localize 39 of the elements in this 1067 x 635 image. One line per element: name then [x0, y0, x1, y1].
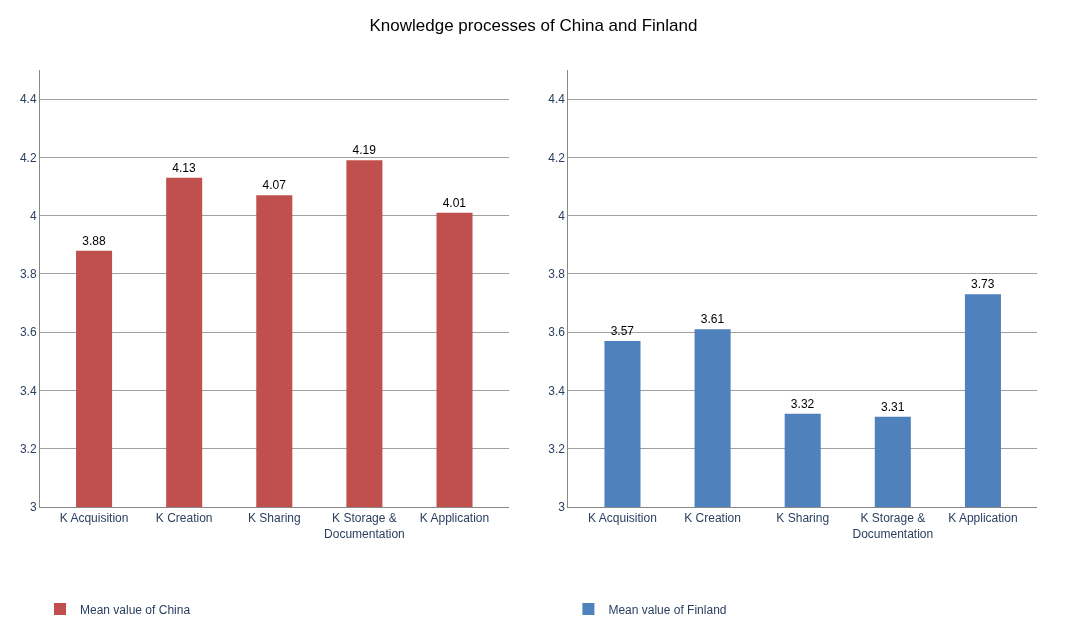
y-tick-label: 3.8	[19, 267, 37, 282]
x-tick-label: K Creation	[155, 511, 213, 526]
x-tick-label: K Application	[948, 511, 1018, 526]
data-label: 3.88	[82, 233, 106, 248]
y-tick-label: 3.6	[548, 325, 566, 340]
y-tick-label: 4	[558, 208, 566, 223]
chart-title: Knowledge processes of China and Finland	[369, 15, 698, 35]
y-tick-label: 3.2	[548, 441, 566, 456]
y-tick-label: 3.4	[548, 383, 566, 398]
y-tick-label: 3.8	[548, 267, 566, 282]
y-tick-label: 4.4	[548, 92, 566, 107]
y-tick-label: 4.4	[19, 92, 37, 107]
x-tick-label: K Acquisition	[59, 511, 129, 526]
data-label: 4.07	[262, 178, 287, 193]
legend-label: Mean value of Finland	[608, 602, 727, 617]
y-tick-label: 3	[558, 500, 566, 515]
data-label: 3.73	[971, 277, 995, 292]
data-label: 4.01	[442, 195, 467, 210]
data-label: 4.19	[352, 143, 377, 158]
data-label: 3.57	[610, 323, 635, 338]
x-tick-label: K Application	[419, 511, 490, 526]
x-tick-label: K Acquisition	[588, 511, 657, 526]
data-label: 4.13	[172, 160, 197, 175]
x-tick-label: K Storage & Documentation	[324, 511, 405, 541]
y-tick-label: 4.2	[19, 150, 37, 165]
y-tick-label: 4	[29, 208, 37, 223]
y-tick-label: 3.2	[19, 441, 37, 456]
y-tick-label: 3.6	[19, 325, 37, 340]
data-label: 3.32	[790, 396, 815, 411]
legend-label: Mean value of China	[80, 602, 191, 617]
y-tick-label: 3.4	[19, 383, 37, 398]
data-label: 3.31	[880, 399, 905, 414]
x-tick-label: K Sharing	[776, 511, 830, 526]
x-tick-label: K Creation	[684, 511, 741, 526]
x-tick-label: K Sharing	[247, 511, 301, 526]
y-tick-label: 3	[29, 500, 37, 515]
x-tick-label: K Storage & Documentation	[852, 511, 934, 541]
y-tick-label: 4.2	[548, 150, 566, 165]
data-label: 3.61	[700, 312, 725, 327]
